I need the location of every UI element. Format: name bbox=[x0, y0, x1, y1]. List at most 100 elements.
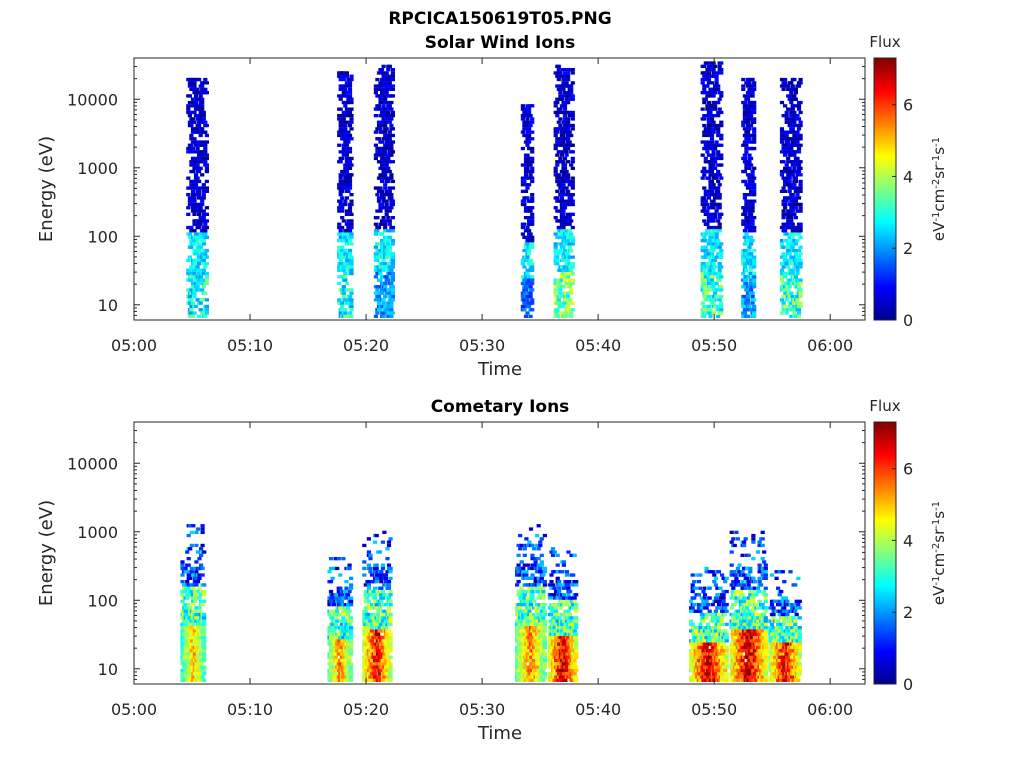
solar-wind-flux-cell bbox=[555, 262, 560, 266]
solar-wind-flux-cell bbox=[717, 271, 722, 276]
solar-wind-flux-cell bbox=[566, 258, 571, 262]
solar-wind-flux-cell bbox=[711, 285, 716, 289]
solar-wind-flux-cell bbox=[714, 77, 719, 82]
solar-wind-flux-cell bbox=[204, 225, 209, 230]
solar-wind-flux-cell bbox=[747, 179, 752, 184]
solar-wind-flux-cell bbox=[386, 229, 391, 233]
solar-wind-flux-cell bbox=[702, 100, 707, 105]
solar-wind-flux-cell bbox=[203, 229, 208, 233]
cometary-flux-cell bbox=[200, 543, 205, 548]
solar-wind-flux-cell bbox=[380, 252, 385, 256]
solar-wind-flux-cell bbox=[347, 87, 353, 91]
solar-wind-flux-cell bbox=[703, 156, 708, 161]
solar-wind-flux-cell bbox=[380, 242, 385, 246]
solar-wind-flux-cell bbox=[717, 173, 722, 177]
cometary-flux-cell bbox=[188, 576, 193, 580]
cometary-flux-cell bbox=[538, 580, 543, 584]
solar-wind-flux-cell bbox=[752, 304, 757, 309]
cometary-flux-cell bbox=[194, 530, 199, 534]
solar-wind-flux-cell bbox=[705, 222, 710, 226]
cometary-flux-cell bbox=[366, 586, 371, 590]
cometary-flux-cell bbox=[200, 675, 205, 679]
solar-wind-flux-cell bbox=[192, 229, 197, 233]
solar-wind-flux-cell bbox=[341, 77, 346, 82]
solar-wind-flux-cell bbox=[749, 133, 754, 138]
solar-wind-flux-cell bbox=[566, 304, 571, 309]
cometary-flux-cell bbox=[542, 642, 547, 646]
cometary-flux-cell bbox=[202, 616, 207, 620]
solar-wind-flux-cell bbox=[390, 74, 395, 78]
solar-wind-flux-cell bbox=[201, 258, 206, 262]
solar-wind-flux-cell bbox=[381, 193, 386, 197]
cometary-flux-cell bbox=[338, 586, 343, 590]
solar-wind-flux-cell bbox=[558, 150, 563, 154]
cometary-flux-cell bbox=[522, 596, 527, 600]
cometary-flux-cell bbox=[385, 547, 390, 551]
solar-wind-flux-cell bbox=[376, 123, 382, 128]
solar-wind-flux-cell bbox=[798, 183, 803, 187]
solar-wind-flux-cell bbox=[381, 258, 386, 262]
cometary-flux-cell bbox=[189, 649, 194, 653]
solar-wind-flux-cell bbox=[783, 143, 788, 147]
solar-wind-flux-cell bbox=[383, 123, 388, 128]
solar-wind-flux-cell bbox=[204, 281, 209, 286]
solar-wind-flux-cell bbox=[390, 288, 395, 292]
cometary-flux-cell bbox=[347, 589, 352, 594]
cometary-flux-cell bbox=[383, 576, 389, 580]
solar-wind-flux-cell bbox=[384, 127, 389, 131]
cometary-flux-cell bbox=[542, 652, 547, 656]
solar-wind-flux-cell bbox=[340, 308, 345, 312]
solar-wind-flux-cell bbox=[337, 298, 342, 302]
solar-wind-flux-cell bbox=[346, 212, 351, 216]
solar-wind-flux-cell bbox=[383, 285, 388, 289]
solar-wind-flux-cell bbox=[561, 291, 566, 295]
solar-wind-flux-cell bbox=[706, 298, 711, 302]
solar-wind-flux-cell bbox=[381, 156, 386, 161]
solar-wind-flux-cell bbox=[525, 196, 530, 200]
cometary-flux-cell bbox=[383, 603, 389, 607]
solar-wind-flux-cell bbox=[197, 255, 202, 259]
solar-wind-flux-cell bbox=[796, 232, 802, 236]
solar-wind-flux-cell bbox=[744, 140, 749, 144]
solar-wind-flux-cell bbox=[798, 301, 803, 305]
solar-wind-flux-cell bbox=[187, 196, 192, 200]
cometary-flux-cell bbox=[542, 655, 547, 659]
solar-wind-flux-cell bbox=[719, 156, 724, 161]
cometary-flux-cell bbox=[189, 632, 194, 636]
solar-wind-flux-cell bbox=[789, 110, 794, 115]
x-tick-label: 05:50 bbox=[691, 336, 737, 355]
solar-wind-flux-cell bbox=[750, 77, 755, 82]
solar-wind-flux-cell bbox=[749, 268, 754, 272]
cometary-flux-cell bbox=[366, 603, 371, 607]
cometary-flux-cell bbox=[182, 632, 187, 636]
cometary-flux-cell bbox=[369, 629, 375, 633]
solar-wind-flux-cell bbox=[750, 209, 755, 213]
solar-wind-flux-cell bbox=[386, 110, 391, 115]
solar-wind-flux-cell bbox=[564, 262, 569, 266]
solar-wind-flux-cell bbox=[390, 255, 395, 259]
solar-wind-flux-cell bbox=[530, 265, 535, 269]
solar-wind-flux-cell bbox=[198, 301, 203, 305]
solar-wind-flux-cell bbox=[530, 169, 535, 174]
cometary-flux-cell bbox=[373, 586, 378, 590]
cometary-flux-cell bbox=[186, 570, 191, 574]
solar-wind-flux-cell bbox=[525, 130, 530, 134]
solar-wind-flux-cell bbox=[204, 91, 209, 95]
solar-wind-flux-cell bbox=[798, 123, 803, 128]
solar-wind-flux-cell bbox=[566, 173, 571, 177]
solar-wind-flux-cell bbox=[708, 239, 713, 243]
cometary-flux-cell bbox=[535, 652, 540, 656]
solar-wind-flux-cell bbox=[790, 242, 795, 246]
solar-wind-flux-cell bbox=[203, 291, 208, 295]
solar-wind-flux-cell bbox=[792, 94, 797, 98]
solar-wind-flux-cell bbox=[387, 209, 392, 213]
solar-wind-flux-cell bbox=[349, 156, 354, 161]
solar-wind-flux-cell bbox=[337, 130, 342, 134]
solar-wind-flux-cell bbox=[389, 206, 394, 210]
cometary-flux-cell bbox=[536, 616, 541, 620]
solar-wind-flux-cell bbox=[793, 275, 798, 279]
solar-wind-flux-cell bbox=[714, 281, 719, 286]
solar-wind-flux-cell bbox=[709, 114, 715, 118]
solar-wind-flux-cell bbox=[522, 179, 527, 184]
cometary-flux-cell bbox=[522, 612, 527, 617]
